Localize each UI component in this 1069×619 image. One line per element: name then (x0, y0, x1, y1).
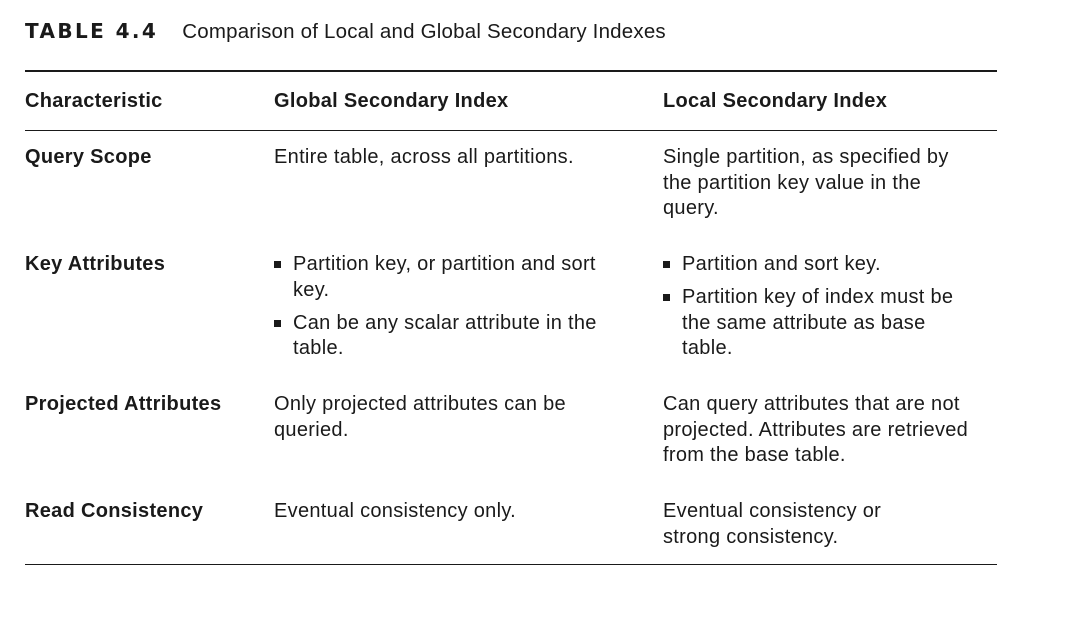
table-top-rule (25, 70, 997, 72)
cell-local-read-consistency: Eventual consistency or strong consisten… (663, 500, 882, 548)
bullet-list: Partition key, or partition and sort key… (274, 252, 619, 362)
bullet-icon (663, 294, 670, 301)
header-characteristic: Characteristic (25, 90, 163, 112)
cell-local-projected-attributes: Can query attributes that are not projec… (663, 393, 969, 466)
list-item: Partition and sort key. (663, 252, 973, 278)
cell-global-key-attributes: Partition key, or partition and sort key… (274, 252, 619, 362)
row-label-read-consistency: Read Consistency (25, 500, 204, 522)
cell-global-projected-attributes: Only projected attributes can be queried… (274, 393, 566, 441)
cell-local-key-attributes: Partition and sort key. Partition key of… (663, 252, 973, 362)
list-item-text: Partition key, or partition and sort key… (293, 253, 596, 301)
list-item: Can be any scalar attribute in the table… (274, 311, 619, 362)
bullet-icon (274, 261, 281, 268)
cell-global-query-scope: Entire table, across all partitions. (274, 146, 574, 168)
table-bottom-rule (25, 564, 997, 565)
header-local-secondary-index: Local Secondary Index (663, 90, 888, 112)
list-item-text: Partition key of index must be the same … (682, 286, 954, 359)
table-number: TABLE 4.4 (25, 19, 159, 43)
bullet-icon (663, 261, 670, 268)
header-rule (25, 130, 997, 131)
row-label-key-attributes: Key Attributes (25, 253, 166, 275)
row-label-projected-attributes: Projected Attributes (25, 393, 222, 415)
list-item: Partition key of index must be the same … (663, 285, 973, 362)
list-item: Partition key, or partition and sort key… (274, 252, 619, 303)
cell-local-query-scope: Single partition, as specified by the pa… (663, 146, 949, 219)
bullet-icon (274, 319, 281, 327)
cell-global-read-consistency: Eventual consistency only. (274, 500, 516, 522)
header-global-secondary-index: Global Secondary Index (274, 90, 509, 112)
list-item-text: Can be any scalar attribute in the table… (293, 311, 597, 360)
list-item-text: Partition and sort key. (682, 253, 881, 275)
table-caption: TABLE 4.4 Comparison of Local and Global… (25, 19, 666, 44)
row-label-query-scope: Query Scope (25, 146, 152, 168)
table-title: Comparison of Local and Global Secondary… (182, 20, 666, 43)
bullet-list: Partition and sort key. Partition key of… (663, 252, 973, 362)
